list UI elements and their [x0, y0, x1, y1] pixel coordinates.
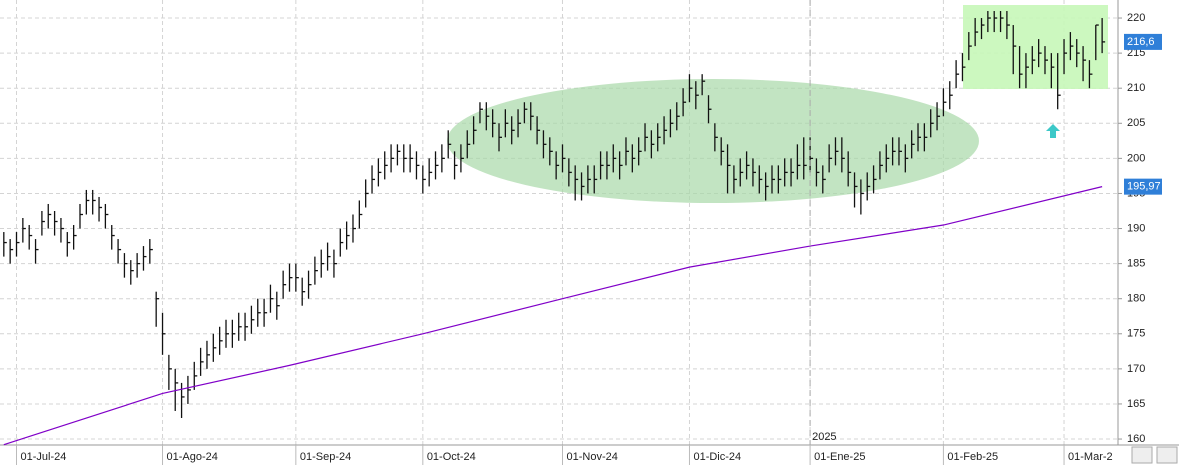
x-tick-label: 01-Feb-25 [947, 451, 998, 463]
year-label: 2025 [812, 431, 836, 443]
moving-average [3, 186, 1103, 446]
y-tick-label: 210 [1127, 82, 1145, 94]
y-tick-label: 220 [1127, 12, 1145, 24]
y-tick-label: 205 [1127, 117, 1145, 129]
zoom-icon[interactable] [1131, 446, 1153, 464]
x-tick-label: 01-Ago-24 [167, 451, 218, 463]
y-tick-label: 185 [1127, 258, 1145, 270]
x-tick-label: 01-Nov-24 [566, 451, 617, 463]
y-tick-label: 160 [1127, 433, 1145, 445]
range-ellipse [447, 79, 979, 203]
price-label: 216,6 [1127, 36, 1155, 48]
y-tick-label: 165 [1127, 398, 1145, 410]
y-tick-label: 215 [1127, 47, 1145, 59]
x-tick-label: 01-Ene-25 [814, 451, 865, 463]
y-tick-label: 175 [1127, 328, 1145, 340]
price-label-box [1124, 178, 1162, 195]
up-arrow [1046, 124, 1060, 138]
y-tick-label: 170 [1127, 363, 1145, 375]
price-label: 195,97 [1127, 181, 1161, 193]
y-tick-label: 200 [1127, 152, 1145, 164]
x-tick-label: 01-Oct-24 [427, 451, 476, 463]
x-tick-label: 01-Mar-2 [1068, 451, 1113, 463]
y-tick-label: 190 [1127, 222, 1145, 234]
plot [3, 11, 1106, 446]
highlight-box [963, 5, 1108, 89]
y-tick-label: 180 [1127, 293, 1145, 305]
price-label-box [1124, 33, 1162, 50]
settings-icon[interactable] [1156, 446, 1178, 464]
x-tick-label: 01-Sep-24 [300, 451, 351, 463]
x-tick-label: 01-Jul-24 [21, 451, 67, 463]
x-tick-label: 01-Dic-24 [693, 451, 741, 463]
